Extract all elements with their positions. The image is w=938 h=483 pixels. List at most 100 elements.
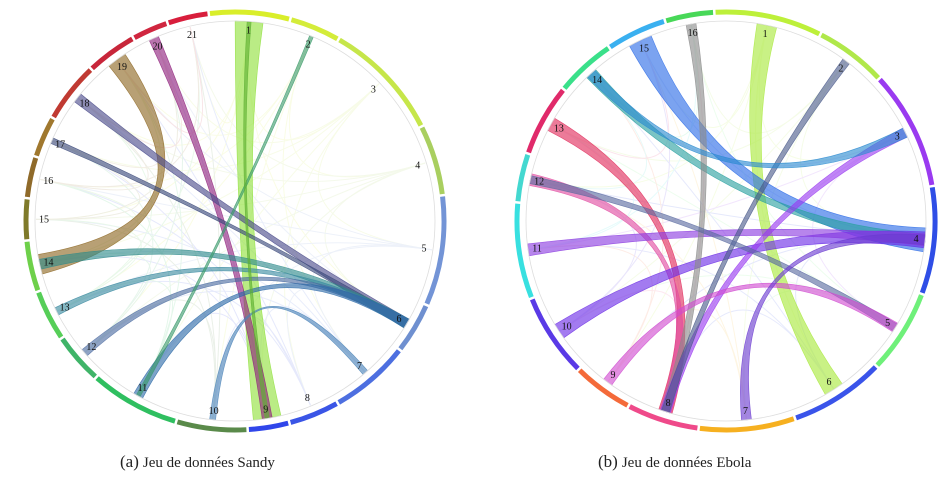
sandy-segment-arc-19: [90, 36, 134, 71]
ebola-segment-arc-10: [529, 298, 580, 371]
sandy-segment-arc-17: [34, 117, 55, 157]
ebola-segment-arc-15: [608, 19, 665, 49]
sandy-segment-arc-16: [24, 157, 39, 198]
sandy-faint-link: [52, 140, 154, 353]
caption-ebola-text: Jeu de données Ebola: [621, 455, 752, 471]
sandy-segment-arc-4: [419, 126, 445, 195]
ebola-faint-link: [531, 73, 647, 190]
sandy-segment-label-18: 18: [80, 98, 90, 109]
sandy-segment-label-16: 16: [43, 176, 53, 187]
ebola-segment-label-5: 5: [885, 318, 890, 329]
sandy-segment-label-20: 20: [152, 41, 162, 52]
sandy-faint-link: [84, 299, 217, 419]
sandy-segment-arc-7: [337, 349, 401, 405]
sandy-segment-arc-11: [95, 376, 176, 424]
sandy-segment-arc-2: [290, 17, 339, 41]
sandy-inner-circle: [34, 20, 436, 422]
ebola-segment-label-16: 16: [688, 28, 698, 39]
ebola-segment-arc-2: [820, 32, 881, 80]
ebola-segment-arc-3: [878, 77, 935, 186]
sandy-segment-arc-8: [289, 401, 338, 425]
sandy-segment-arc-18: [51, 68, 93, 119]
sandy-faint-link: [189, 27, 426, 177]
ebola-segment-arc-6: [795, 365, 878, 421]
ebola-segment-label-4: 4: [914, 234, 919, 245]
sandy-faint-link: [40, 27, 199, 188]
sandy-segment-label-17: 17: [55, 139, 65, 150]
sandy-faint-link: [189, 27, 366, 373]
sandy-segment-arc-21: [167, 11, 208, 26]
ebola-segment-arc-1: [715, 9, 821, 37]
ebola-segment-label-12: 12: [534, 176, 544, 187]
caption-ebola: (b) Jeu de données Ebola: [598, 452, 751, 472]
sandy-faint-link: [284, 83, 380, 406]
ebola-segment-label-1: 1: [763, 29, 768, 40]
sandy-segment-arc-6: [398, 305, 429, 351]
sandy-segment-arc-9: [248, 420, 289, 433]
sandy-segment-label-2: 2: [306, 40, 311, 51]
caption-ebola-tag: (b): [598, 452, 618, 471]
ebola-segment-arc-14: [562, 46, 610, 90]
ebola-segment-arc-8: [628, 404, 698, 431]
sandy-segment-arc-1: [209, 9, 290, 22]
ebola-segment-label-2: 2: [838, 63, 843, 74]
ebola-segment-arc-5: [875, 294, 924, 367]
ebola-segment-arc-4: [919, 186, 938, 294]
sandy-faint-link: [52, 83, 380, 171]
sandy-faint-link: [40, 178, 432, 251]
ebola-segment-label-14: 14: [592, 75, 602, 86]
sandy-ribbon-10: [209, 306, 369, 421]
sandy-segment-arc-15: [23, 199, 30, 240]
ebola-segment-arc-12: [515, 154, 531, 202]
ebola-segment-label-3: 3: [895, 132, 900, 143]
sandy-faint-link: [57, 279, 173, 396]
sandy-segment-label-4: 4: [415, 160, 420, 171]
sandy-segment-arc-14: [24, 241, 41, 292]
sandy-faint-link: [57, 27, 200, 312]
sandy-background-web: [36, 22, 432, 419]
sandy-segment-label-21: 21: [187, 30, 197, 41]
sandy-segment-arc-10: [176, 419, 247, 433]
ebola-segment-arc-7: [699, 416, 795, 433]
ebola-segment-label-11: 11: [532, 244, 542, 255]
ebola-ribbon-12: [586, 69, 908, 169]
caption-sandy-tag: (a): [120, 452, 139, 471]
sandy-segment-label-5: 5: [421, 244, 426, 255]
ebola-segment-label-7: 7: [743, 406, 748, 417]
sandy-faint-link: [317, 83, 432, 251]
sandy-faint-link: [288, 36, 426, 178]
sandy-segment-arc-3: [338, 37, 424, 127]
sandy-faint-link: [189, 27, 221, 419]
sandy-segment-label-13: 13: [60, 302, 70, 313]
ebola-segment-label-8: 8: [666, 398, 671, 409]
sandy-segment-arc-20: [133, 21, 168, 40]
sandy-faint-link: [36, 218, 142, 312]
caption-sandy-text: Jeu de données Sandy: [142, 455, 275, 471]
ebola-segment-label-15: 15: [639, 44, 649, 55]
ebola-segment-label-10: 10: [562, 321, 572, 332]
ebola-segment-arc-16: [665, 9, 714, 24]
ebola-segment-arc-11: [514, 203, 534, 299]
sandy-segment-label-7: 7: [357, 361, 362, 372]
sandy-segment-label-12: 12: [86, 342, 96, 353]
ebola-segment-label-6: 6: [827, 377, 832, 388]
sandy-segment-label-14: 14: [44, 257, 54, 268]
sandy-segment-label-10: 10: [209, 406, 219, 417]
ebola-faint-link: [591, 73, 664, 382]
sandy-segment-label-15: 15: [39, 214, 49, 225]
sandy-faint-link: [282, 36, 366, 373]
sandy-segment-label-1: 1: [246, 25, 251, 36]
sandy-segment-label-8: 8: [305, 393, 310, 404]
sandy-segment-arc-12: [60, 337, 97, 379]
ebola-segment-label-13: 13: [554, 124, 564, 135]
sandy-faint-link: [36, 162, 426, 220]
sandy-segment-label-9: 9: [263, 405, 268, 416]
sandy-segment-label-11: 11: [138, 383, 148, 394]
sandy-faint-link: [40, 36, 312, 188]
ebola-faint-link: [559, 290, 683, 411]
sandy-segment-label-19: 19: [117, 62, 127, 73]
ebola-ribbon-14: [740, 233, 926, 421]
ebola-segment-arc-13: [526, 88, 565, 154]
